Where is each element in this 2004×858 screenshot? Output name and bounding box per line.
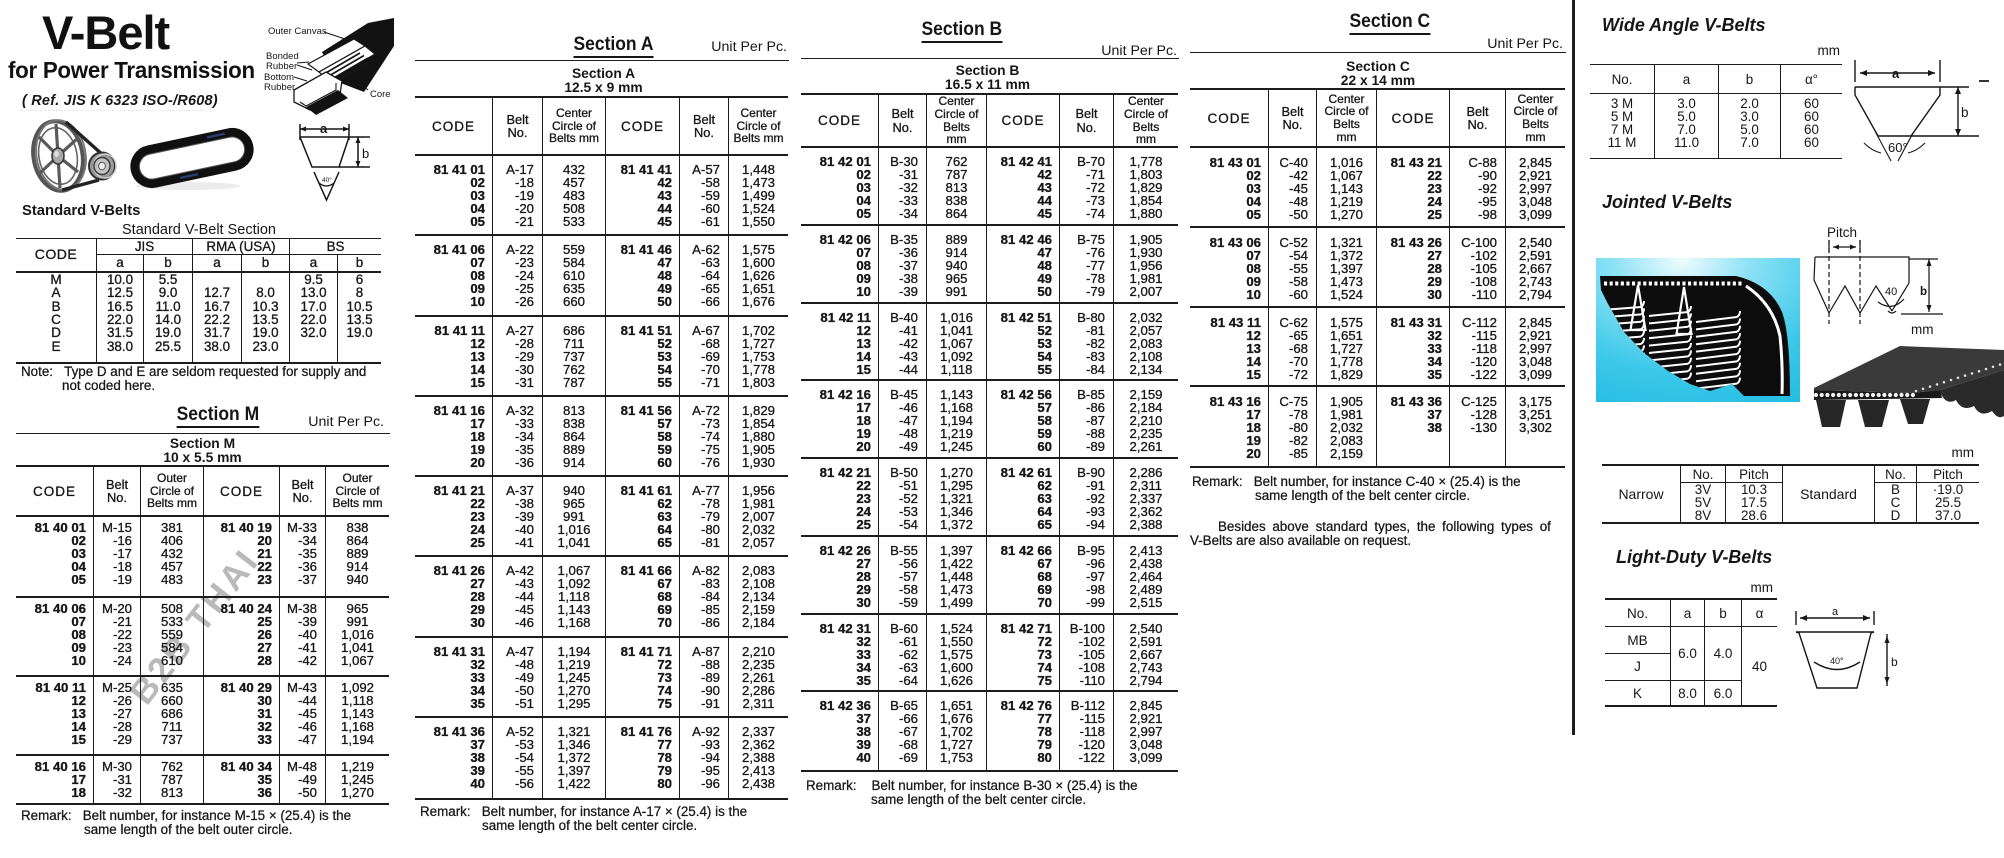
svg-text:40°: 40°	[322, 176, 332, 184]
svg-text:b: b	[1891, 655, 1898, 669]
svg-text:a: a	[1832, 606, 1839, 618]
svg-text:a: a	[1892, 66, 1900, 81]
svg-text:60°: 60°	[1888, 140, 1908, 155]
svg-text:b: b	[1961, 105, 1969, 120]
svg-text:Rubber: Rubber	[264, 82, 295, 93]
svg-text:b: b	[1920, 286, 1927, 298]
svg-text:Bonded: Bonded	[266, 51, 299, 62]
svg-text:40: 40	[1885, 286, 1897, 298]
svg-text:Bottom: Bottom	[264, 72, 294, 83]
svg-text:Pitch: Pitch	[1827, 225, 1857, 240]
svg-text:Outer Canvas: Outer Canvas	[268, 26, 327, 37]
svg-text:mm: mm	[1911, 322, 1934, 337]
svg-text:a: a	[320, 121, 328, 136]
svg-text:40°: 40°	[1830, 656, 1844, 666]
svg-text:Core: Core	[370, 89, 391, 100]
svg-text:b: b	[362, 146, 369, 161]
svg-text:Rubber: Rubber	[266, 61, 297, 72]
